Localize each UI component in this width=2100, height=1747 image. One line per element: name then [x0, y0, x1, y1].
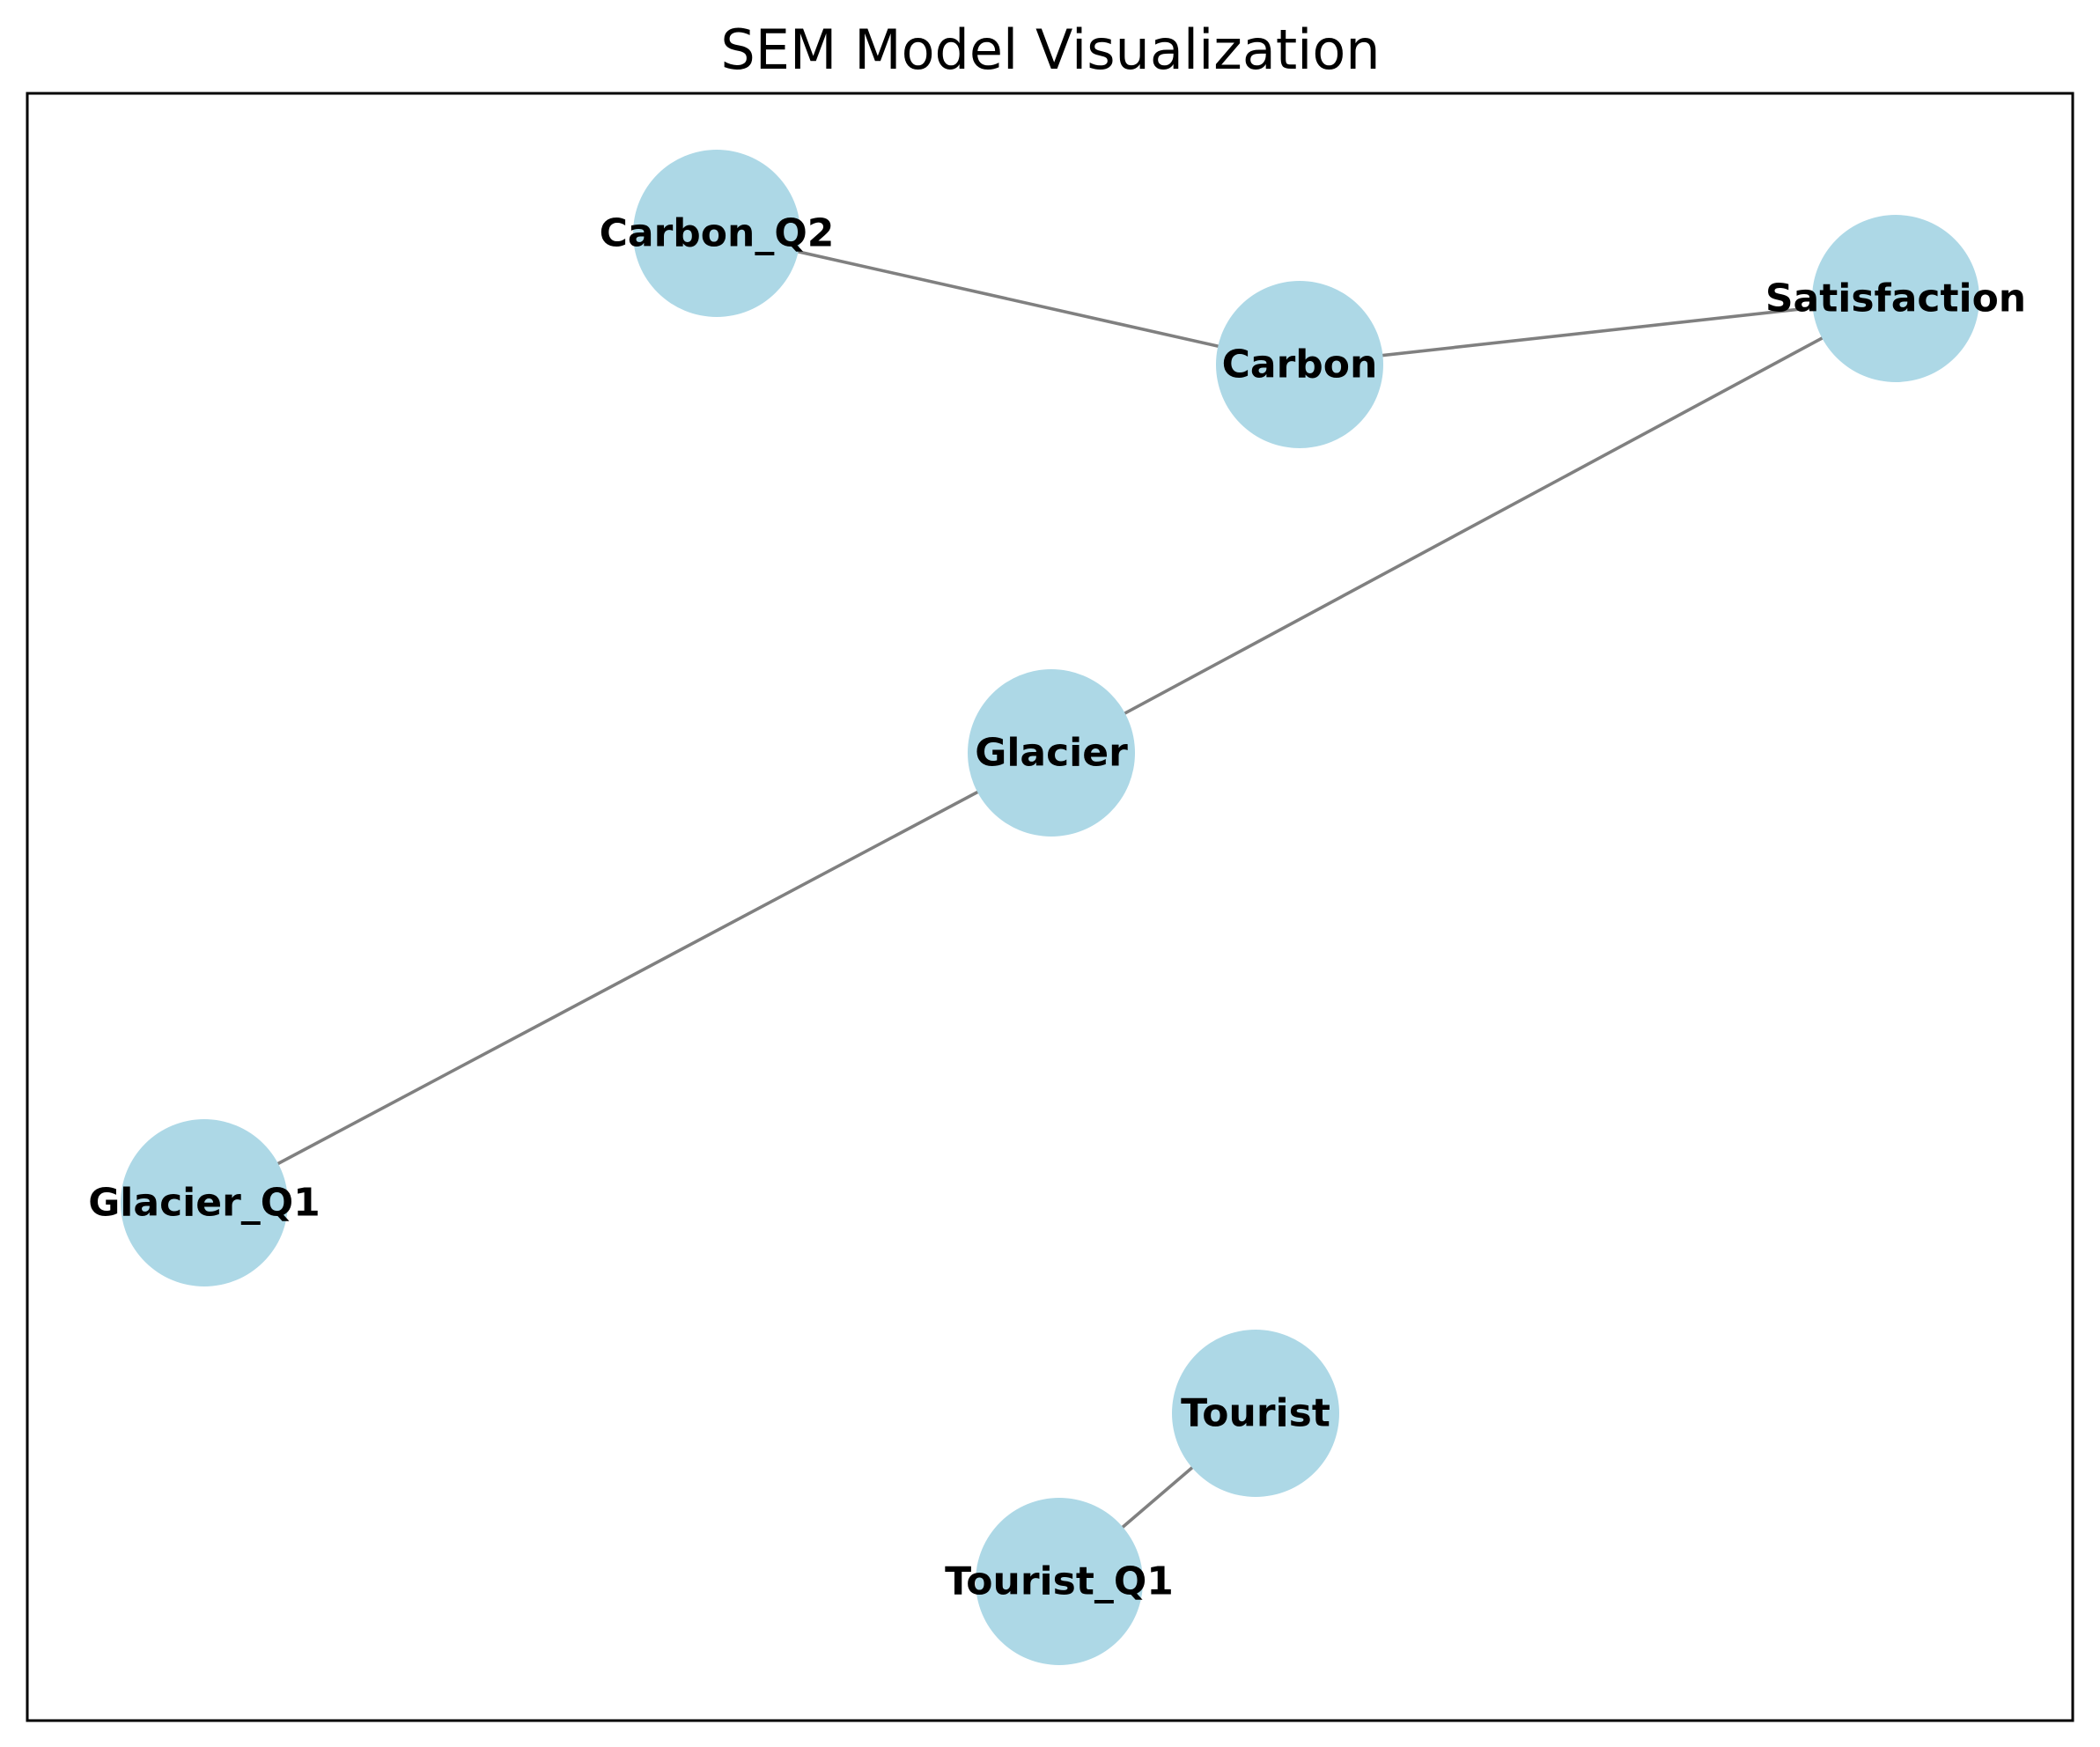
node-carbon-q2: Carbon_Q2: [600, 150, 835, 317]
node-satisfaction: Satisfaction: [1765, 215, 2026, 382]
edge-glacier-glacier-q1: [203, 751, 1052, 1205]
edge-satisfaction-glacier: [1050, 297, 1897, 755]
node-tourist-q1: Tourist_Q1: [945, 1498, 1174, 1665]
node-label: Glacier: [975, 731, 1128, 776]
node-label: Glacier_Q1: [88, 1181, 321, 1226]
node-glacier: Glacier: [968, 669, 1135, 837]
node-label: Tourist: [1181, 1391, 1330, 1436]
node-circle: [1216, 281, 1383, 448]
node-label: Carbon_Q2: [600, 211, 835, 256]
node-circle: [633, 150, 800, 317]
edge-carbon-satisfaction: [1299, 297, 1897, 366]
node-circle: [968, 669, 1135, 837]
node-tourist: Tourist: [1172, 1330, 1339, 1497]
edge-carbon-q2-carbon: [716, 232, 1301, 366]
node-circle: [1172, 1330, 1339, 1497]
node-label: Carbon: [1222, 343, 1378, 387]
node-carbon: Carbon: [1216, 281, 1383, 448]
node-label: Tourist_Q1: [945, 1559, 1174, 1604]
node-circle: [1812, 215, 1979, 382]
diagram-title: SEM Model Visualization: [720, 18, 1380, 82]
node-label: Satisfaction: [1765, 276, 2026, 321]
nodes-layer: Carbon_Q2 Carbon Satisfaction Glacier Glacie…: [88, 150, 2026, 1665]
plot-frame: [26, 92, 2074, 1722]
node-circle: [121, 1119, 288, 1286]
node-glacier-q1: Glacier_Q1: [88, 1119, 321, 1286]
node-circle: [976, 1498, 1143, 1665]
